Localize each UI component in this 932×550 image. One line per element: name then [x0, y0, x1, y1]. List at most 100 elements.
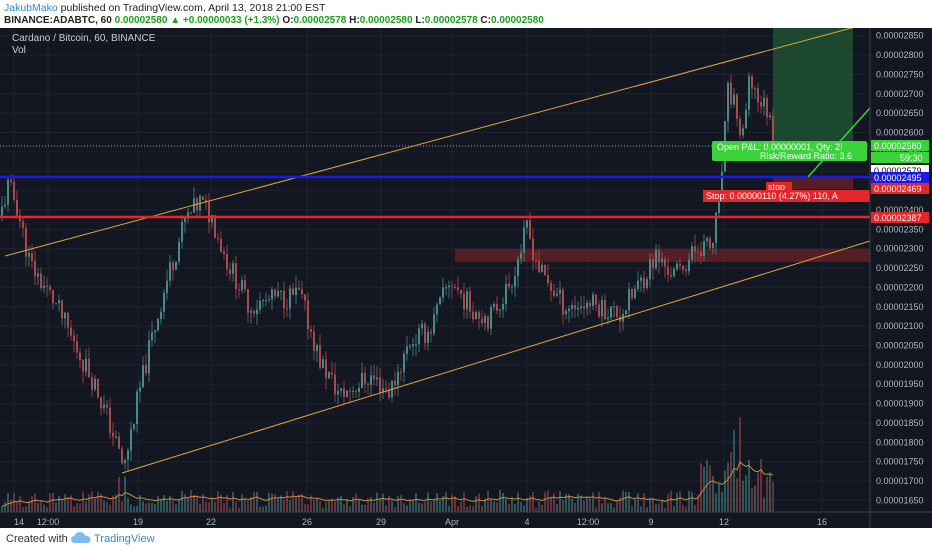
volume-bar [310, 495, 312, 512]
candle-body [523, 227, 525, 253]
volume-bar [562, 499, 564, 512]
volume-bar [58, 495, 60, 512]
author-name[interactable]: JakubMako [4, 2, 58, 14]
volume-bar [466, 506, 468, 512]
candle-body [352, 390, 354, 392]
volume-bar [298, 494, 300, 512]
channel-lower-line[interactable] [121, 240, 871, 474]
volume-bar [541, 505, 543, 512]
volume-bar [250, 497, 252, 512]
volume-bar [535, 507, 537, 512]
volume-bar [316, 498, 318, 512]
volume-bar [133, 506, 135, 512]
candle-body [265, 300, 267, 302]
volume-bar [40, 501, 42, 512]
volume-bar [421, 503, 423, 512]
price-tick-label: 0.00002750 [876, 69, 924, 79]
volume-bar [142, 501, 144, 512]
candle-body [607, 317, 609, 320]
candle-body [58, 300, 60, 304]
volume-bar [79, 503, 81, 512]
volume-bar [373, 502, 375, 512]
volume-bar [214, 501, 216, 512]
candle-body [610, 306, 612, 318]
volume-bar [655, 504, 657, 512]
volume-bar [478, 493, 480, 512]
candle-body [412, 344, 414, 347]
volume-bar [85, 501, 87, 512]
volume-bar [124, 476, 126, 512]
volume-bar [358, 499, 360, 512]
candle-body [613, 306, 615, 308]
candle-body [301, 289, 303, 295]
volume-bar [55, 502, 57, 512]
change-arrow-icon: ▲ [170, 15, 181, 26]
volume-bar [748, 459, 750, 512]
stop-tag-text: stop [768, 182, 785, 192]
candle-body [127, 450, 129, 461]
price-chart[interactable]: Open P&L: 0.00000001, Qty: 2! Risk/Rewar… [0, 28, 932, 528]
volume-bar [739, 417, 741, 512]
candle-body [427, 331, 429, 343]
time-tick-label: 19 [133, 517, 143, 527]
pnl-box[interactable] [712, 141, 867, 161]
volume-bar [454, 496, 456, 512]
candle-body [541, 264, 543, 272]
volume-bar [634, 499, 636, 512]
ohlc-line: BINANCE:ADABTC, 60 0.00002580 ▲ +0.00000… [4, 15, 544, 26]
volume-bar [178, 499, 180, 512]
volume-bar [487, 490, 489, 512]
candle-body [760, 102, 762, 107]
volume-bar [184, 494, 186, 512]
volume-bar [46, 507, 48, 512]
price-tag-blue-box [871, 172, 929, 183]
volume-bar [694, 504, 696, 512]
candle-body [97, 378, 99, 398]
volume-bar [643, 493, 645, 512]
candle-body [202, 196, 204, 200]
stop-zone [773, 177, 853, 189]
candle-body [454, 286, 456, 288]
price-tick-labels: 0.00002850 0.00002800 0.00002750 0.00002700… [876, 31, 924, 506]
tradingview-logo[interactable]: TradingView [70, 530, 155, 549]
volume-bar [502, 492, 504, 512]
volume-bar [25, 506, 27, 512]
volume-bar [148, 502, 150, 512]
candle-body [691, 246, 693, 260]
high-value: 0.00002580 [359, 15, 413, 26]
candle-body [259, 300, 261, 310]
candle-body [253, 310, 255, 315]
volume-bar [304, 504, 306, 512]
price-axis[interactable] [870, 28, 932, 512]
candle-body [280, 290, 282, 292]
price-tick-label: 0.00001700 [876, 476, 924, 486]
volume-bar [388, 495, 390, 512]
grid [0, 28, 870, 512]
candle-body [235, 263, 237, 290]
volume-bar [667, 493, 669, 512]
candle-body [67, 312, 69, 328]
candle-body [652, 258, 654, 269]
candle-body [190, 212, 192, 214]
volume-bar [484, 498, 486, 512]
volume-bar [76, 502, 78, 512]
time-tick-label: 22 [206, 517, 216, 527]
volume-bar [43, 504, 45, 512]
price-tick-label: 0.00002650 [876, 108, 924, 118]
candle-body [679, 263, 681, 266]
volume-bar [10, 499, 12, 512]
last-price: 0.00002580 [114, 15, 168, 26]
candle-body [628, 289, 630, 311]
chart-header: JakubMako published on TradingView.com, … [0, 0, 932, 28]
candle-body [187, 212, 189, 219]
time-tick-label: 12:00 [37, 517, 60, 527]
volume-bar [403, 503, 405, 512]
volume-bar [472, 506, 474, 512]
volume-bar [394, 507, 396, 512]
candle-body [205, 199, 207, 202]
high-label: H: [349, 15, 360, 26]
stop-label-box[interactable] [703, 190, 870, 202]
symbol-label: BINANCE:ADABTC, 60 [4, 15, 112, 26]
volume-bar [436, 493, 438, 512]
volume-bar [217, 491, 219, 512]
